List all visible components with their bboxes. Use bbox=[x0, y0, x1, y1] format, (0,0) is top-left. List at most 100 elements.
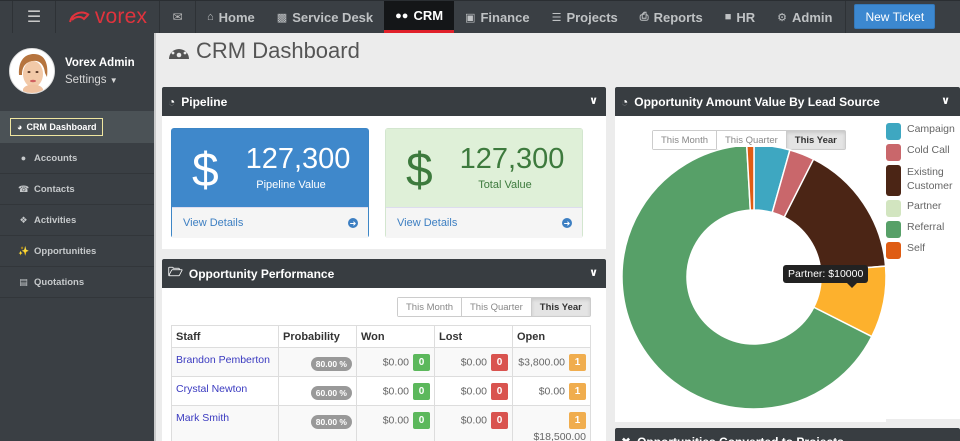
settings-dropdown[interactable]: Settings ▼ bbox=[65, 74, 118, 86]
vorex-logo-icon bbox=[68, 11, 90, 23]
pie-chart-icon: ◔ bbox=[168, 94, 176, 109]
staff-link[interactable]: Brandon Pemberton bbox=[176, 354, 270, 366]
probability-badge: 80.00 % bbox=[310, 415, 352, 429]
sidebar-item-accounts[interactable]: ● Accounts bbox=[0, 143, 154, 174]
lead-source-donut-chart[interactable] bbox=[615, 147, 895, 427]
nav-projects[interactable]: ☰ Projects bbox=[551, 9, 618, 25]
collapse-chevron-icon[interactable]: ∨ bbox=[589, 95, 598, 107]
cubes-icon: ❖ bbox=[19, 214, 28, 225]
donut-slice-self[interactable] bbox=[746, 147, 755, 211]
magic-wand-icon: ✨ bbox=[18, 245, 30, 256]
nav-divider bbox=[845, 1, 847, 33]
file-text-icon: ▤ bbox=[19, 276, 28, 287]
users-icon: ● bbox=[20, 153, 27, 163]
col-probability: Probability bbox=[278, 325, 357, 348]
total-value-card: $ 127,300 Total Value View Details ➜ bbox=[385, 128, 583, 238]
lead-source-period-selector: This Month This Quarter This Year bbox=[652, 130, 846, 150]
col-lost: Lost bbox=[434, 325, 513, 348]
period-this-year[interactable]: This Year bbox=[531, 298, 590, 316]
dashboard-icon bbox=[169, 45, 189, 59]
nav-reports[interactable]: ⎙ Reports bbox=[639, 9, 703, 25]
nav-service-desk[interactable]: ▩ Service Desk bbox=[276, 9, 374, 25]
briefcase-icon: ■ bbox=[724, 11, 732, 23]
legend-item-existing-customer[interactable]: Existing Customer bbox=[886, 165, 957, 196]
avatar-image bbox=[10, 49, 54, 93]
performance-table: Staff Probability Won Lost Open Brandon … bbox=[171, 325, 591, 441]
donut-slice-referral[interactable] bbox=[621, 147, 873, 410]
top-navbar: ☰ vorex ✉ ⌂ Home ▩ Service Desk ●● CRM ▣ Fin… bbox=[0, 0, 960, 33]
pipeline-value: 127,300 bbox=[245, 143, 351, 175]
open-count-badge: 1 bbox=[569, 354, 586, 371]
nav-crm[interactable]: ●● CRM bbox=[384, 1, 455, 33]
period-this-quarter[interactable]: This Quarter bbox=[717, 131, 787, 149]
sidebar-border bbox=[154, 33, 156, 441]
nav-finance[interactable]: ▣ Finance bbox=[465, 9, 530, 25]
legend-swatch bbox=[886, 123, 901, 140]
dollar-icon: $ bbox=[406, 144, 433, 197]
legend-swatch bbox=[886, 200, 901, 217]
opportunity-performance-header: 🗁 Opportunity Performance ∨ bbox=[162, 259, 606, 288]
lost-count-badge: 0 bbox=[491, 383, 508, 400]
hamburger-icon: ☰ bbox=[26, 9, 42, 26]
sidebar-item-opportunities[interactable]: ✨ Opportunities bbox=[0, 236, 154, 267]
phone-icon: ☎ bbox=[18, 183, 30, 194]
sidebar-item-quotations[interactable]: ▤ Quotations bbox=[0, 267, 154, 298]
period-this-month[interactable]: This Month bbox=[398, 298, 462, 316]
period-this-year[interactable]: This Year bbox=[786, 131, 845, 149]
page-title: CRM Dashboard bbox=[168, 38, 360, 64]
user-name: Vorex Admin bbox=[65, 57, 135, 69]
brand-logo[interactable]: vorex bbox=[56, 1, 160, 33]
opportunities-converted-header: ✖ Opportunities Converted to Projects bbox=[615, 428, 960, 441]
sidebar-item-activities[interactable]: ❖ Activities bbox=[0, 205, 154, 236]
nav-home[interactable]: ⌂ Home bbox=[207, 9, 255, 25]
home-icon: ⌂ bbox=[207, 11, 214, 23]
period-this-quarter[interactable]: This Quarter bbox=[462, 298, 532, 316]
pipeline-value-label: Pipeline Value bbox=[256, 179, 326, 191]
hamburger-menu-button[interactable]: ☰ bbox=[12, 1, 56, 33]
pipeline-view-details-link[interactable]: View Details ➜ bbox=[172, 207, 368, 238]
won-count-badge: 0 bbox=[413, 412, 430, 429]
print-icon: ⎙ bbox=[639, 10, 649, 23]
caret-down-icon: ▼ bbox=[109, 76, 118, 85]
staff-link[interactable]: Crystal Newton bbox=[176, 383, 248, 395]
table-row: Mark Smith 80.00 % $0.00 0 $0.00 0 1 $18,50… bbox=[171, 405, 591, 441]
mail-button[interactable]: ✉ bbox=[160, 1, 196, 33]
nav-admin[interactable]: ⚙ Admin bbox=[777, 9, 833, 25]
staff-link[interactable]: Mark Smith bbox=[176, 412, 230, 424]
sidebar: Vorex Admin Settings ▼ ◕ CRM Dashboard ● A… bbox=[0, 33, 156, 441]
chart-legend: Campaign Cold Call Existing Customer Par… bbox=[886, 123, 957, 263]
collapse-chevron-icon[interactable]: ∨ bbox=[941, 95, 950, 107]
envelope-icon: ✉ bbox=[172, 10, 183, 24]
collapse-chevron-icon[interactable]: ∨ bbox=[589, 267, 598, 279]
table-row: Brandon Pemberton 80.00 % $0.00 0 $0.00 0 … bbox=[171, 347, 591, 377]
open-count-badge: 1 bbox=[569, 412, 586, 429]
lead-source-panel-footer bbox=[886, 419, 960, 424]
probability-badge: 80.00 % bbox=[310, 357, 352, 371]
open-count-badge: 1 bbox=[569, 383, 586, 400]
arrow-circle-right-icon: ➜ bbox=[348, 218, 358, 228]
new-ticket-button[interactable]: New Ticket bbox=[854, 4, 936, 29]
total-view-details-link[interactable]: View Details ➜ bbox=[386, 207, 582, 238]
lost-count-badge: 0 bbox=[491, 412, 508, 429]
tasks-icon: ☰ bbox=[551, 11, 562, 24]
legend-item-partner[interactable]: Partner bbox=[886, 200, 957, 217]
col-won: Won bbox=[356, 325, 435, 348]
col-open: Open bbox=[512, 325, 591, 348]
table-row: Crystal Newton 60.00 % $0.00 0 $0.00 0 $0.… bbox=[171, 376, 591, 406]
legend-item-campaign[interactable]: Campaign bbox=[886, 123, 957, 140]
dollar-icon: $ bbox=[192, 144, 219, 197]
legend-item-referral[interactable]: Referral bbox=[886, 221, 957, 238]
legend-item-self[interactable]: Self bbox=[886, 242, 957, 259]
won-count-badge: 0 bbox=[413, 354, 430, 371]
total-value: 127,300 bbox=[459, 143, 565, 175]
won-count-badge: 0 bbox=[413, 383, 430, 400]
avatar[interactable] bbox=[9, 48, 55, 94]
sidebar-item-crm-dashboard[interactable]: ◕ CRM Dashboard bbox=[0, 111, 154, 143]
opportunities-converted-panel: ✖ Opportunities Converted to Projects bbox=[615, 428, 960, 441]
opportunity-performance-panel: 🗁 Opportunity Performance ∨ This Month T… bbox=[162, 259, 606, 441]
sidebar-item-contacts[interactable]: ☎ Contacts bbox=[0, 174, 154, 205]
period-this-month[interactable]: This Month bbox=[653, 131, 717, 149]
col-staff: Staff bbox=[171, 325, 279, 348]
nav-hr[interactable]: ■ HR bbox=[724, 9, 756, 25]
legend-item-cold-call[interactable]: Cold Call bbox=[886, 144, 957, 161]
